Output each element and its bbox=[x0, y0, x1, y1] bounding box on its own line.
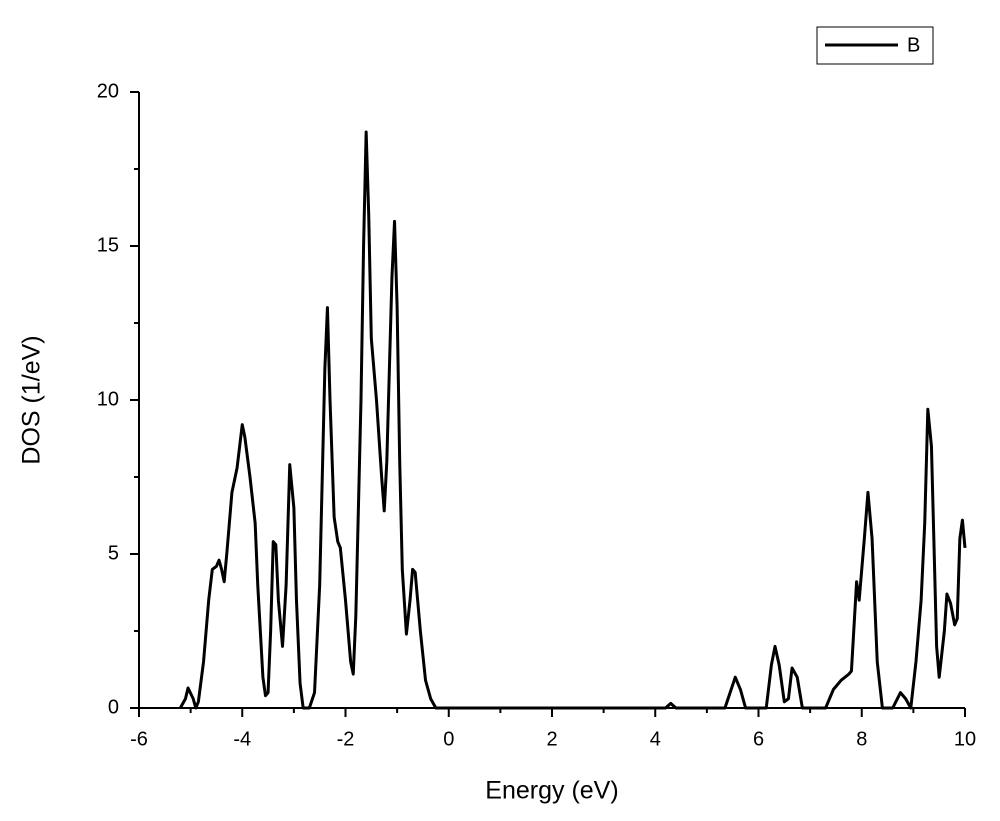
x-axis-title: Energy (eV) bbox=[485, 777, 618, 805]
x-tick-label: 2 bbox=[546, 728, 557, 750]
x-tick-label: 0 bbox=[443, 728, 454, 750]
x-tick-label: -4 bbox=[233, 728, 251, 750]
y-tick-label: 20 bbox=[97, 80, 119, 102]
y-tick-label: 5 bbox=[108, 542, 119, 564]
x-tick-label: -2 bbox=[337, 728, 355, 750]
y-tick-label: 0 bbox=[108, 696, 119, 718]
x-tick-label: 4 bbox=[650, 728, 661, 750]
legend-label: B bbox=[907, 34, 920, 56]
x-tick-label: 6 bbox=[753, 728, 764, 750]
x-tick-label: -6 bbox=[130, 728, 148, 750]
x-tick-label: 8 bbox=[856, 728, 867, 750]
y-tick-label: 10 bbox=[97, 388, 119, 410]
y-axis-title: DOS (1/eV) bbox=[18, 335, 46, 464]
x-tick-label: 10 bbox=[954, 728, 976, 750]
y-tick-label: 15 bbox=[97, 234, 119, 256]
data-line bbox=[178, 130, 967, 710]
